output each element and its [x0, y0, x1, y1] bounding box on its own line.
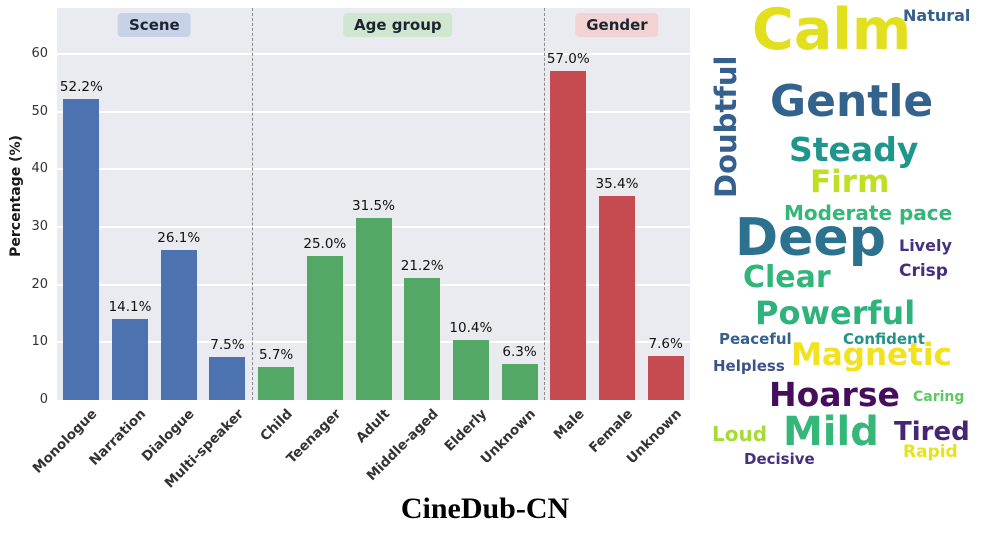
x-tick-label-elderly: Elderly [441, 406, 491, 455]
wordcloud-word-crisp: Crisp [899, 261, 948, 281]
plot-area: 52.2% 14.1% 26.1% 7.5% Scene 5.7% 25.0% 31.5% 21… [57, 8, 690, 400]
wordcloud-word-gentle: Gentle [770, 76, 934, 127]
bar-unknown [501, 363, 538, 400]
bar-middle-aged [404, 277, 441, 400]
bar-value-label: 5.7% [258, 347, 294, 364]
wordcloud-word-rapid: Rapid [903, 442, 958, 462]
wordcloud-word-deep: Deep [735, 208, 886, 268]
bar-adult [355, 218, 392, 400]
bar-elderly [452, 340, 489, 400]
bar-value-label: 7.6% [648, 336, 683, 353]
y-tick-label: 10 [31, 334, 48, 350]
bar-value-label: 57.0% [546, 51, 590, 68]
bar-value-label: 35.4% [595, 175, 639, 192]
wordcloud-word-clear: Clear [743, 260, 831, 295]
x-tick-label-child: Child [256, 406, 296, 445]
wordcloud-word-lively: Lively [899, 236, 952, 255]
x-tick-label-female: Female [586, 406, 637, 457]
y-tick-label: 0 [39, 392, 48, 407]
y-tick-label: 50 [31, 103, 48, 119]
figure-title: CineDub-CN [400, 492, 570, 525]
wordcloud-word-mild: Mild [783, 409, 879, 455]
bar-value-label: 21.2% [400, 257, 444, 274]
bar-unknown [647, 356, 684, 400]
wordcloud-word-peaceful: Peaceful [719, 330, 792, 348]
bar-multi-speaker [209, 356, 246, 400]
distribution-bar-chart: Percentage (%) 52.2% 14.1% 26.1% 7.5% Scene 5… [8, 8, 690, 491]
wordcloud-word-powerful: Powerful [755, 294, 916, 332]
wordcloud-word-decisive: Decisive [744, 450, 815, 468]
wordcloud-word-doubtful: Doubtful [709, 55, 743, 198]
bar-narration [112, 318, 149, 400]
wordcloud-word-tired: Tired [894, 417, 970, 447]
wordcloud-word-natural: Natural [903, 6, 971, 25]
bar-value-label: 6.3% [502, 343, 537, 360]
wordcloud-word-helpless: Helpless [713, 357, 785, 375]
bar-female [598, 195, 635, 400]
wordcloud-word-caring: Caring [913, 389, 965, 405]
bar-value-label: 14.1% [108, 298, 152, 315]
x-tick-label-adult: Adult [352, 406, 393, 447]
bar-child [258, 367, 295, 400]
bar-dialogue [160, 249, 197, 400]
x-tick-label-monologue: Monologue [29, 406, 101, 477]
bar-value-label: 31.5% [352, 198, 395, 215]
wordcloud-word-hoarse: Hoarse [769, 375, 900, 414]
bar-value-label: 25.0% [303, 235, 347, 252]
bar-value-label: 26.1% [157, 229, 201, 246]
bar-teenager [306, 255, 343, 400]
y-tick-label: 30 [31, 219, 48, 235]
y-tick-label: 20 [31, 276, 48, 292]
gridline-50 [57, 110, 690, 113]
y-axis-title: Percentage (%) [8, 135, 24, 257]
group-badge-scene: Scene [118, 13, 191, 37]
gridline-40 [57, 168, 690, 171]
bar-value-label: 10.4% [449, 320, 493, 337]
group-badge-age-group: Age group [343, 13, 453, 37]
wordcloud-word-moderate-pace: Moderate pace [784, 201, 953, 225]
bar-value-label: 52.2% [59, 79, 103, 96]
group-badge-gender: Gender [575, 13, 659, 37]
bar-monologue [63, 99, 100, 400]
gridline-60 [57, 53, 690, 56]
bar-male [550, 71, 587, 400]
wordcloud-word-firm: Firm [810, 164, 890, 200]
wordcloud-word-loud: Loud [712, 422, 768, 446]
y-tick-label: 40 [31, 161, 48, 177]
bar-value-label: 7.5% [210, 336, 245, 353]
wordcloud-word-confident: Confident [843, 330, 925, 348]
word-cloud: Calm Natural Doubtful Gentle Steady Firm Moder… [700, 0, 994, 495]
wordcloud-word-calm: Calm [752, 0, 912, 63]
group-separator [543, 8, 545, 400]
wordcloud-word-steady: Steady [789, 130, 919, 169]
group-separator [251, 8, 253, 400]
y-tick-label: 60 [31, 46, 48, 62]
wordcloud-word-magnetic: Magnetic [791, 337, 952, 373]
x-tick-label-male: Male [550, 406, 588, 444]
